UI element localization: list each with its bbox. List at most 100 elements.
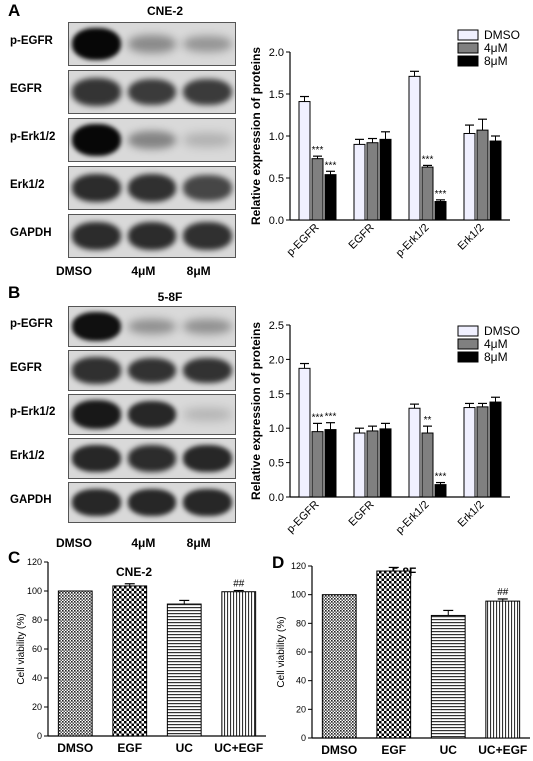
bar [353, 143, 366, 221]
y-axis-label: Cell viability (%) [276, 616, 287, 687]
y-tick-label: 0.0 [269, 492, 284, 504]
significance-label: ## [233, 579, 245, 590]
blot-row-label: p-EGFR [10, 317, 53, 330]
x-tick-label: Erk1/2 [456, 499, 487, 530]
blot-strip [68, 166, 236, 210]
x-tick-label: p-EGFR [285, 499, 322, 536]
bar [408, 75, 421, 221]
lane-label: DMSO [56, 536, 92, 550]
x-tick-label: UC+EGF [478, 743, 527, 757]
lane-label: 4μM [131, 536, 156, 550]
blot-strip [68, 22, 236, 66]
panel-b-title: 5-8F [157, 290, 183, 304]
bar [379, 138, 392, 221]
bar [366, 142, 379, 221]
legend-entry: 8μM [484, 350, 508, 364]
blot-strip [68, 438, 236, 479]
significance-label: *** [435, 472, 447, 483]
y-tick-label: 0.5 [269, 458, 284, 470]
x-tick-label: EGFR [347, 222, 377, 252]
blot-row-label: p-Erk1/2 [10, 405, 56, 418]
chart-title: CNE-2 [116, 565, 152, 579]
x-tick-label: DMSO [57, 741, 93, 755]
blot-strip [68, 350, 236, 391]
blot-band [72, 123, 121, 157]
x-tick-label: DMSO [321, 743, 357, 757]
bar [408, 407, 421, 498]
blot-strip [68, 70, 236, 114]
y-tick-label: 100 [291, 590, 306, 600]
x-tick-label: EGF [381, 743, 406, 757]
significance-label: *** [325, 412, 337, 423]
y-tick-label: 1.5 [269, 389, 284, 401]
blot-strip [68, 214, 236, 258]
x-tick-label: UC+EGF [214, 741, 263, 755]
y-axis-label: Relative expression of proteins [249, 47, 263, 225]
y-tick-label: 20 [296, 704, 306, 714]
panel-a-letter: A [8, 1, 21, 20]
x-tick-label: EGFR [347, 499, 377, 529]
bar [112, 585, 148, 737]
blot-band [127, 78, 177, 106]
blot-row-label: p-Erk1/2 [10, 131, 56, 143]
blot-row-label: EGFR [10, 83, 42, 95]
blot-band [127, 130, 177, 150]
bar [324, 174, 337, 221]
bar [421, 166, 434, 221]
blot-strip [68, 482, 236, 523]
blot-band [182, 221, 232, 251]
significance-label: ** [424, 415, 432, 426]
y-axis-label: Cell viability (%) [16, 613, 27, 684]
y-tick-label: 80 [32, 615, 42, 625]
lane-label: 8μM [186, 264, 211, 278]
bar [321, 594, 357, 739]
y-tick-label: 40 [296, 676, 306, 686]
significance-label: *** [422, 154, 434, 165]
blot-strip [68, 118, 236, 162]
legend-swatch [457, 351, 479, 363]
bar [324, 429, 337, 498]
blot-band [182, 133, 232, 147]
blot-band [127, 221, 177, 251]
lane-label: 8μM [186, 536, 211, 550]
bar [57, 590, 93, 737]
y-tick-label: 0 [37, 731, 42, 741]
blot-strip [68, 394, 236, 435]
legend-swatch [457, 338, 479, 350]
blot-band [182, 489, 232, 516]
bar [311, 431, 324, 498]
bar-chart-c: CNE-2 0 20 40 60 80 100 120 Cell viability (%) DM… [16, 557, 266, 755]
legend-swatch [457, 29, 479, 41]
y-tick-label: 120 [27, 557, 42, 567]
blot-row-label: GAPDH [10, 227, 52, 239]
blot-band [127, 401, 177, 428]
y-tick-label: 0 [301, 733, 306, 743]
legend-entry: 4μM [484, 41, 508, 55]
lane-label: DMSO [56, 264, 92, 278]
significance-label: ## [497, 587, 509, 598]
y-tick-label: 1.0 [269, 131, 284, 143]
bar [489, 401, 502, 498]
y-tick-label: 40 [32, 673, 42, 683]
bar [476, 129, 489, 221]
y-axis-label: Relative expression of proteins [249, 322, 263, 500]
bar [434, 201, 447, 221]
y-tick-label: 20 [32, 702, 42, 712]
blot-band [182, 175, 232, 201]
blot-band [72, 173, 121, 203]
bar [463, 132, 476, 221]
blot-band [72, 445, 121, 472]
bar [430, 614, 466, 739]
bar [366, 430, 379, 498]
blot-band [182, 357, 232, 384]
blot-band [182, 78, 232, 106]
blot-band [72, 27, 121, 61]
bar [298, 101, 311, 221]
blot-row-label: Erk1/2 [10, 449, 45, 462]
bar [298, 367, 311, 498]
significance-label: *** [435, 189, 447, 200]
panel-d-letter: D [272, 553, 285, 572]
blot-strip [68, 306, 236, 347]
legend-swatch [457, 42, 479, 54]
bar [376, 570, 412, 739]
